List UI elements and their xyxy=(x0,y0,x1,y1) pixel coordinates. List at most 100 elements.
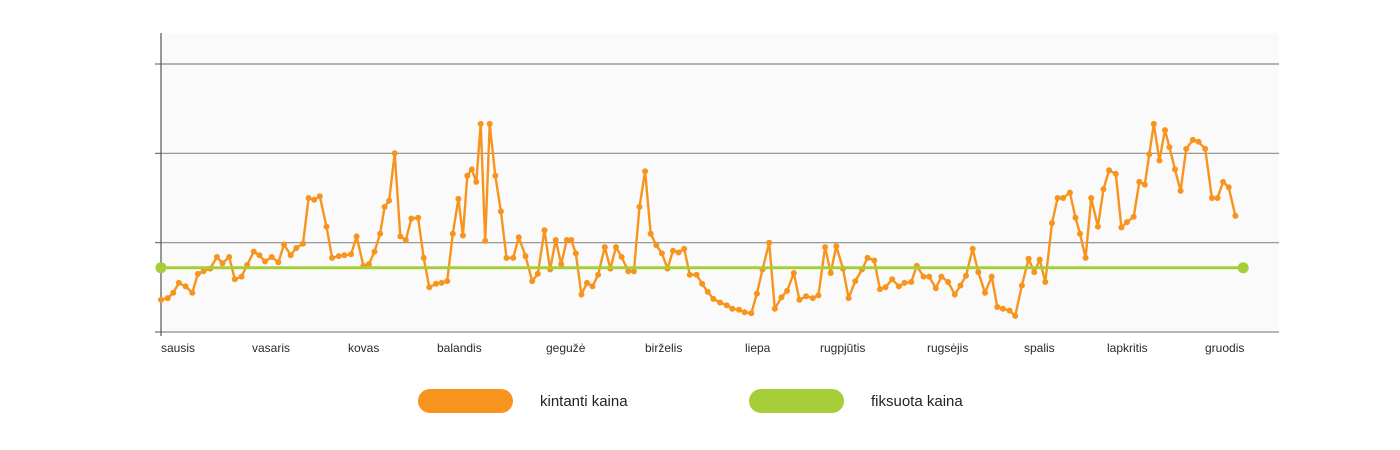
series-0-point-55 xyxy=(477,120,484,127)
x-tick-label-7: rugpjūtis xyxy=(820,341,865,355)
series-0-point-92 xyxy=(686,271,693,278)
series-0-point-154 xyxy=(1066,189,1073,196)
series-0-point-19 xyxy=(275,259,282,266)
series-0-point-29 xyxy=(335,253,342,260)
series-0-point-142 xyxy=(994,304,1001,310)
series-0-point-161 xyxy=(1106,167,1113,174)
x-tick-label-11: gruodis xyxy=(1205,341,1244,355)
series-0-point-135 xyxy=(951,291,958,298)
series-0-point-101 xyxy=(741,309,748,316)
series-0-point-105 xyxy=(766,239,773,246)
series-0-point-168 xyxy=(1146,151,1153,158)
series-0-point-115 xyxy=(827,270,834,276)
series-0-point-127 xyxy=(901,279,908,286)
series-0-point-166 xyxy=(1136,178,1143,185)
series-0-point-173 xyxy=(1172,166,1178,173)
series-0-point-56 xyxy=(482,237,489,244)
series-0-point-11 xyxy=(226,254,233,260)
x-tick-label-5: birželis xyxy=(645,341,682,355)
series-0-point-42 xyxy=(408,215,415,222)
legend-label-fixed: fiksuota kaina xyxy=(871,392,963,410)
series-0-point-119 xyxy=(852,278,859,285)
series-0-point-7 xyxy=(200,268,207,275)
series-0-point-10 xyxy=(219,260,226,267)
series-0-point-132 xyxy=(932,285,939,292)
series-0-point-38 xyxy=(386,197,393,204)
series-0-point-133 xyxy=(938,273,945,280)
series-0-point-157 xyxy=(1082,254,1089,261)
series-0-point-169 xyxy=(1150,120,1157,127)
series-0-point-95 xyxy=(704,288,711,295)
series-0-point-35 xyxy=(371,248,378,255)
series-0-point-50 xyxy=(455,195,462,202)
series-0-point-58 xyxy=(492,172,499,179)
series-0-point-118 xyxy=(845,295,852,302)
series-0-point-44 xyxy=(420,254,427,261)
series-0-point-146 xyxy=(1018,282,1025,289)
x-tick-label-3: balandis xyxy=(437,341,482,355)
series-0-point-41 xyxy=(402,237,409,243)
series-0-point-172 xyxy=(1166,144,1173,151)
series-0-point-30 xyxy=(341,252,348,259)
series-0-point-138 xyxy=(969,245,976,252)
series-0-point-158 xyxy=(1088,195,1095,201)
series-0-point-102 xyxy=(748,310,755,317)
series-0-point-126 xyxy=(895,283,902,290)
x-tick-label-1: vasaris xyxy=(252,341,290,355)
x-tick-label-2: kovas xyxy=(348,341,379,355)
series-0-point-86 xyxy=(653,242,660,249)
series-0-point-139 xyxy=(975,269,982,276)
series-0-point-23 xyxy=(300,240,306,247)
series-0-point-40 xyxy=(397,233,404,240)
legend-item-fixed: fiksuota kaina xyxy=(749,389,963,413)
series-0-point-46 xyxy=(433,280,439,287)
series-0-point-65 xyxy=(534,270,541,277)
series-0-point-13 xyxy=(238,273,245,280)
series-0-point-18 xyxy=(268,254,275,260)
series-0-point-71 xyxy=(568,237,575,243)
series-0-point-155 xyxy=(1072,214,1079,221)
series-0-point-110 xyxy=(796,296,803,303)
series-0-point-85 xyxy=(647,230,654,237)
series-0-point-79 xyxy=(613,244,619,251)
series-0-point-6 xyxy=(194,270,201,277)
series-0-point-122 xyxy=(871,257,878,264)
series-0-point-20 xyxy=(281,241,287,248)
series-0-point-170 xyxy=(1156,157,1163,164)
series-0-point-81 xyxy=(625,268,632,275)
series-0-point-141 xyxy=(988,273,995,280)
series-0-point-178 xyxy=(1202,145,1209,152)
series-0-point-22 xyxy=(293,245,300,251)
series-0-point-43 xyxy=(415,214,422,221)
x-tick-label-8: rugsėjis xyxy=(927,341,968,355)
series-0-point-73 xyxy=(578,291,585,298)
series-0-point-124 xyxy=(882,284,889,291)
series-0-point-123 xyxy=(876,286,883,293)
series-0-point-131 xyxy=(926,273,933,280)
series-0-point-57 xyxy=(486,120,493,127)
series-0-point-114 xyxy=(822,244,829,251)
series-0-point-53 xyxy=(468,166,475,173)
series-0-point-151 xyxy=(1049,220,1055,226)
series-0-point-70 xyxy=(563,237,570,243)
series-0-point-175 xyxy=(1183,145,1190,152)
series-0-point-82 xyxy=(630,268,637,275)
series-0-point-60 xyxy=(503,254,510,261)
series-0-point-72 xyxy=(572,250,579,257)
series-0-point-167 xyxy=(1141,181,1148,188)
series-0-point-32 xyxy=(353,233,360,240)
series-0-point-37 xyxy=(381,203,388,210)
series-0-point-180 xyxy=(1214,195,1221,201)
series-0-point-113 xyxy=(815,292,822,299)
series-0-point-61 xyxy=(510,254,517,261)
series-1-point-0 xyxy=(155,262,167,274)
series-0-point-162 xyxy=(1112,170,1119,177)
series-0-point-93 xyxy=(693,271,700,278)
series-0-point-0 xyxy=(158,296,164,303)
series-0-point-130 xyxy=(920,273,927,280)
series-0-point-159 xyxy=(1094,223,1101,230)
series-0-point-59 xyxy=(497,208,504,215)
x-tick-label-0: sausis xyxy=(161,341,195,355)
series-0-point-148 xyxy=(1031,269,1038,276)
series-0-point-179 xyxy=(1208,195,1215,201)
